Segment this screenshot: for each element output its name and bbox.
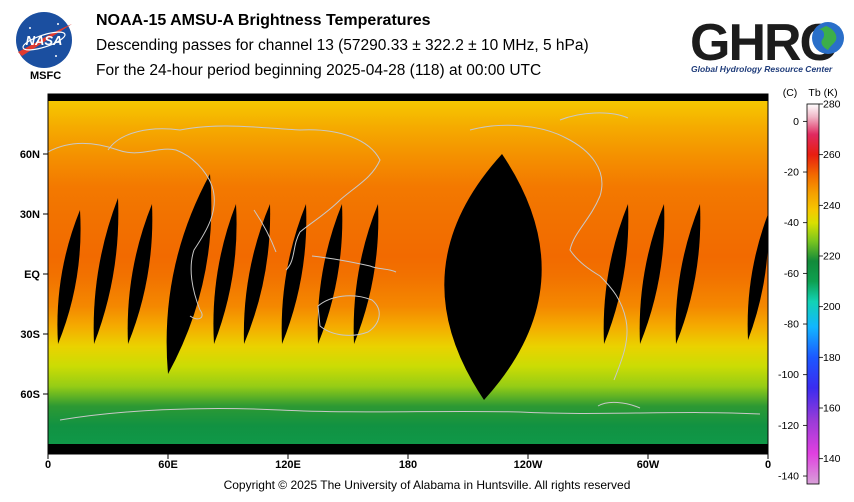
nodata-swath bbox=[747, 214, 768, 340]
colorbar-right-label: Tb (K) bbox=[808, 87, 837, 99]
nodata-swaths bbox=[57, 154, 768, 400]
nodata-swath bbox=[444, 154, 542, 400]
coast-india bbox=[253, 209, 277, 253]
celsius-tick-label: -40 bbox=[784, 217, 799, 229]
ghrc-caption: Global Hydrology Resource Center bbox=[691, 64, 833, 74]
x-tick-label: 0 bbox=[45, 459, 51, 471]
coast-antarctica bbox=[59, 407, 761, 421]
nodata-swath bbox=[317, 204, 343, 344]
colorbar bbox=[806, 103, 820, 485]
y-axis: 60N 30N EQ 30S 60S bbox=[20, 149, 48, 401]
coast-greenland bbox=[559, 112, 629, 121]
north-pole-nodata bbox=[48, 94, 768, 101]
nasa-logo: NASA bbox=[16, 12, 72, 68]
south-pole-nodata bbox=[48, 444, 768, 454]
y-tick-label: EQ bbox=[24, 269, 40, 281]
kelvin-tick-label: 160 bbox=[823, 403, 841, 415]
celsius-tick-label: -140 bbox=[778, 471, 799, 483]
nodata-swath bbox=[353, 204, 379, 344]
nasa-wordmark: NASA bbox=[26, 33, 63, 48]
nodata-swath bbox=[166, 174, 212, 374]
coast-indonesia bbox=[311, 255, 397, 273]
coast-australia bbox=[317, 295, 380, 336]
kelvin-tick-label: 140 bbox=[823, 453, 841, 465]
nodata-swath bbox=[603, 204, 629, 344]
x-tick-label: 180 bbox=[399, 459, 417, 471]
nasa-msfc-label: MSFC bbox=[30, 70, 62, 82]
copyright-notice: Copyright © 2025 The University of Alaba… bbox=[223, 478, 631, 492]
celsius-tick-label: -100 bbox=[778, 369, 799, 381]
celsius-tick-label: -20 bbox=[784, 167, 799, 179]
ghrc-logo: GHRC bbox=[690, 14, 844, 66]
kelvin-tick-label: 260 bbox=[823, 149, 841, 161]
nodata-swath bbox=[57, 210, 81, 344]
chart-subtitle-period: For the 24-hour period beginning 2025-04… bbox=[96, 62, 542, 79]
nodata-swath bbox=[127, 204, 153, 344]
x-tick-label: 120E bbox=[275, 459, 301, 471]
kelvin-tick-label: 280 bbox=[823, 99, 841, 111]
kelvin-tick-label: 220 bbox=[823, 251, 841, 263]
y-tick-label: 30N bbox=[20, 209, 40, 221]
coast-antarctic-peninsula bbox=[597, 401, 641, 409]
x-tick-label: 60E bbox=[158, 459, 178, 471]
kelvin-tick-label: 200 bbox=[823, 301, 841, 313]
y-tick-label: 60N bbox=[20, 149, 40, 161]
x-tick-label: 60W bbox=[637, 459, 660, 471]
celsius-tick-label: -80 bbox=[784, 319, 799, 331]
celsius-tick-label: 0 bbox=[793, 116, 799, 128]
colorbar-ticks: 280 260 240 220 200 180 160 140 0 -20 -40 -60 -80 -10… bbox=[778, 99, 841, 483]
nodata-swath bbox=[281, 204, 307, 344]
coast-americas bbox=[469, 124, 628, 381]
nodata-swath bbox=[675, 204, 701, 344]
kelvin-tick-label: 240 bbox=[823, 200, 841, 212]
y-tick-label: 30S bbox=[20, 329, 40, 341]
celsius-tick-label: -120 bbox=[778, 420, 799, 432]
coastlines bbox=[48, 112, 761, 421]
nodata-swath bbox=[243, 204, 271, 344]
coast-asia bbox=[107, 125, 381, 271]
x-axis: 0 60E 120E 180 120W 60W 0 bbox=[45, 454, 771, 471]
nodata-swath bbox=[93, 198, 119, 344]
celsius-tick-label: -60 bbox=[784, 268, 799, 280]
x-tick-label: 0 bbox=[765, 459, 771, 471]
colorbar-left-label: (C) bbox=[783, 87, 798, 99]
chart-title: NOAA-15 AMSU-A Brightness Temperatures bbox=[96, 12, 431, 29]
coast-africa-eurasia bbox=[48, 143, 215, 320]
kelvin-tick-label: 180 bbox=[823, 352, 841, 364]
nodata-swath bbox=[639, 204, 665, 344]
y-tick-label: 60S bbox=[20, 389, 40, 401]
x-tick-label: 120W bbox=[514, 459, 543, 471]
chart-subtitle-channel: Descending passes for channel 13 (57290.… bbox=[96, 37, 589, 54]
nodata-swath bbox=[213, 204, 237, 344]
